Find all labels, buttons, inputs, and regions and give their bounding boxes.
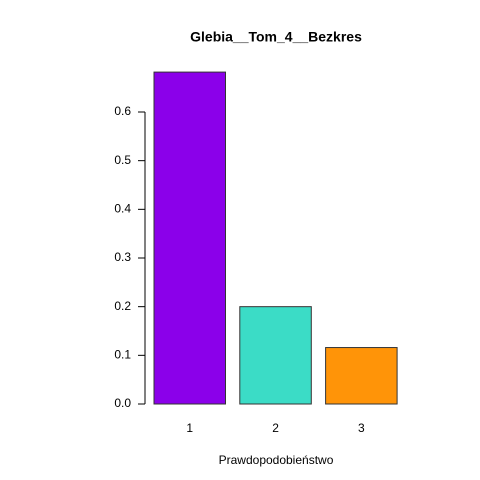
x-tick-label: 1 <box>186 421 193 435</box>
y-tick-label: 0.2 <box>114 299 131 313</box>
y-tick-label: 0.1 <box>114 348 131 362</box>
bar <box>153 71 226 405</box>
x-tick-label: 2 <box>272 421 279 435</box>
chart-title: Glebia__Tom_4__Bezkres <box>190 29 362 45</box>
y-tick-label: 0.3 <box>114 250 131 264</box>
y-tick-label: 0.5 <box>114 153 131 167</box>
bar <box>239 306 312 405</box>
bar <box>325 347 398 405</box>
x-axis-label: Prawdopodobieństwo <box>219 453 334 467</box>
y-tick-label: 0.6 <box>114 104 131 118</box>
y-tick-label: 0.4 <box>114 202 131 216</box>
y-tick-label: 0.0 <box>114 396 131 410</box>
x-tick-label: 3 <box>358 421 365 435</box>
